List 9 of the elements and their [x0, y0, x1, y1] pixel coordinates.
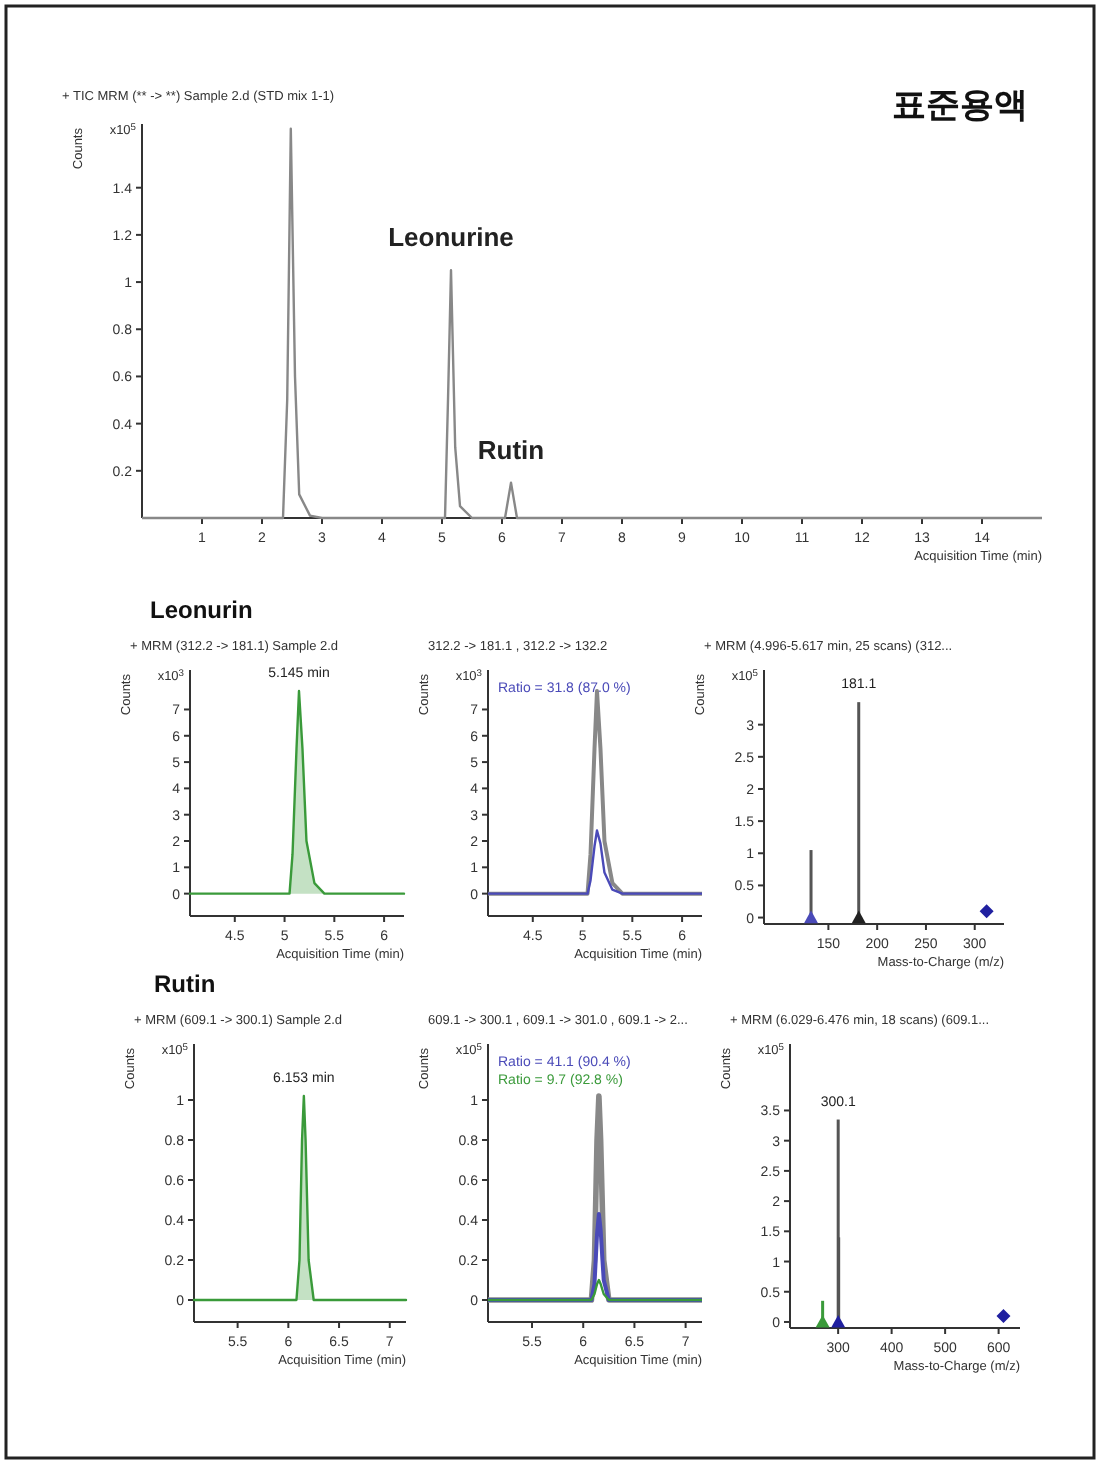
chart-title: Rutin [154, 970, 216, 998]
annotation: Leonurine [388, 222, 514, 253]
line-series [486, 1212, 704, 1302]
chart-title: 표준용액 [892, 86, 1028, 124]
line-series [140, 127, 1044, 520]
line-series [486, 829, 704, 895]
chart-title: Leonurin [150, 596, 253, 624]
annotation: Rutin [477, 434, 545, 465]
line-series [486, 1278, 704, 1302]
